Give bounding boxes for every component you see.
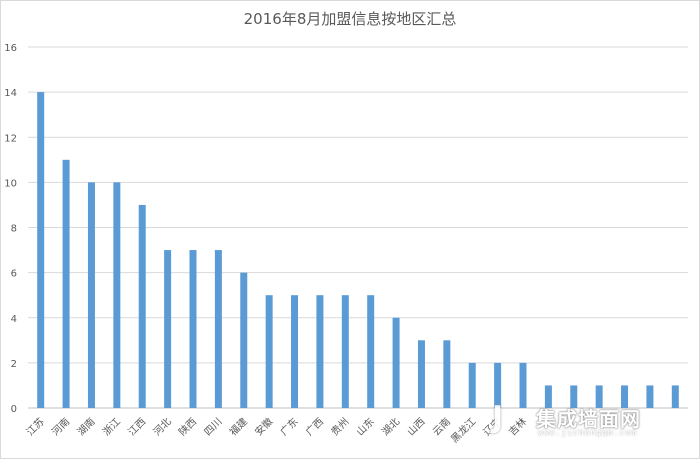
bar bbox=[189, 250, 197, 408]
bar bbox=[113, 182, 121, 408]
bar bbox=[291, 295, 299, 408]
chart-title: 2016年8月加盟信息按地区汇总 bbox=[243, 10, 457, 28]
bar bbox=[341, 295, 349, 408]
y-tick-label: 0 bbox=[11, 404, 17, 415]
watermark-text: 集成墙面网 bbox=[536, 407, 641, 431]
x-tick-label: 四川 bbox=[203, 416, 225, 438]
y-tick-label: 2 bbox=[11, 359, 17, 370]
x-tick-label: 湖北 bbox=[380, 416, 403, 439]
bar bbox=[316, 295, 324, 408]
y-tick-label: 8 bbox=[11, 224, 17, 235]
bar bbox=[164, 250, 172, 408]
x-tick-label: 浙江 bbox=[100, 416, 123, 439]
y-tick-label: 6 bbox=[11, 269, 17, 280]
x-tick-label: 江西 bbox=[126, 416, 149, 439]
x-tick-label: 云南 bbox=[430, 415, 453, 438]
x-tick-label: 河北 bbox=[151, 416, 174, 439]
bar bbox=[646, 385, 654, 408]
x-tick-label: 安徽 bbox=[252, 415, 275, 438]
bar bbox=[417, 340, 425, 408]
bar bbox=[595, 385, 603, 408]
y-tick-label: 14 bbox=[4, 88, 17, 99]
bar bbox=[443, 340, 451, 408]
bar bbox=[621, 385, 629, 408]
x-tick-label: 江苏 bbox=[23, 415, 46, 438]
bar bbox=[240, 272, 248, 408]
bar bbox=[367, 295, 375, 408]
bar bbox=[468, 362, 476, 408]
x-tick-label: 广西 bbox=[303, 416, 326, 439]
watermark-url: www.jichengqm.com bbox=[538, 428, 637, 437]
watermark-logo: J bbox=[492, 400, 504, 435]
bar bbox=[37, 92, 45, 408]
bar bbox=[138, 204, 146, 408]
bar bbox=[214, 250, 222, 408]
bar bbox=[87, 182, 95, 408]
bar bbox=[570, 385, 578, 408]
x-axis-ticks: 江苏 河南 湖南 浙江 江西 河北 陕西 四川 福建 安徽 广东 广西 贵州 山东 湖北 山西 云南黑龙江 辽宁吉… bbox=[23, 415, 529, 445]
y-tick-label: 12 bbox=[4, 133, 17, 144]
x-tick-label: 广东 bbox=[277, 415, 300, 438]
y-tick-label: 10 bbox=[4, 178, 17, 189]
x-tick-label: 黑龙江 bbox=[448, 415, 478, 445]
x-tick-label: 山东 bbox=[353, 415, 376, 438]
bar bbox=[544, 385, 552, 408]
bar bbox=[392, 317, 400, 408]
bars bbox=[37, 92, 679, 408]
bar bbox=[265, 295, 273, 408]
bar bbox=[671, 385, 679, 408]
bar bbox=[494, 362, 502, 408]
y-axis-ticks: 0 2 4 6 8 10 12 14 16 bbox=[4, 43, 17, 415]
x-tick-label: 河南 bbox=[49, 415, 72, 438]
x-tick-label: 贵州 bbox=[328, 415, 351, 438]
x-tick-label: 福建 bbox=[227, 415, 250, 438]
bar bbox=[62, 159, 70, 408]
x-tick-label: 山西 bbox=[405, 416, 428, 439]
x-tick-label: 陕西 bbox=[176, 415, 199, 438]
x-tick-label: 湖南 bbox=[74, 415, 97, 438]
bar bbox=[519, 362, 527, 408]
gridlines bbox=[28, 46, 688, 409]
watermark: J 集成墙面网 www.jichengqm.com bbox=[492, 400, 692, 438]
y-tick-label: 4 bbox=[11, 314, 17, 325]
y-tick-label: 16 bbox=[4, 43, 17, 54]
